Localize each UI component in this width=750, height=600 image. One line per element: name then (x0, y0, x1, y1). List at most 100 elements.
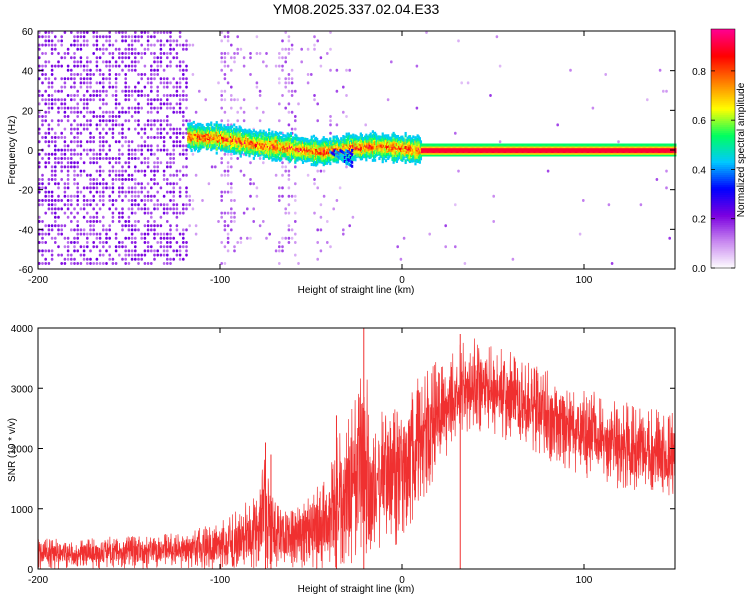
spectrogram-cell (185, 253, 188, 257)
spectrogram-cell (108, 157, 111, 160)
spectrogram-cell (220, 106, 223, 110)
signal-cell (264, 131, 267, 135)
spectrogram-cell (47, 190, 51, 194)
spectrogram-cell (274, 173, 278, 177)
signal-cell (371, 130, 374, 134)
spectrogram-cell (162, 52, 166, 55)
spectrogram-cell (258, 89, 262, 93)
spectrogram-cell (146, 207, 150, 211)
spectrogram-cell (204, 98, 207, 102)
spectrogram-cell (98, 165, 102, 169)
spectrogram-cell (50, 253, 54, 257)
spectrogram-cell (50, 136, 54, 139)
spectrogram-cell (38, 140, 41, 144)
spectrogram-cell (111, 169, 115, 173)
spectrogram-cell (230, 182, 233, 186)
spectrogram-cell (86, 203, 89, 207)
spectrogram-cell (665, 186, 668, 190)
spectrogram-cell (185, 249, 188, 253)
signal-cell (251, 143, 254, 147)
spectrogram-cell (44, 232, 47, 236)
spectrogram-cell (114, 73, 118, 76)
spectrogram-cell (220, 211, 223, 215)
spectrogram-cell (47, 144, 51, 148)
spectrogram-cell (47, 228, 51, 232)
spectrogram-cell (162, 169, 166, 173)
spectrogram-cell (159, 119, 163, 123)
spectrogram-cell (121, 228, 124, 232)
spectrogram-cell (329, 47, 332, 51)
signal-cell (293, 154, 296, 158)
spectrogram-cell (82, 253, 86, 257)
spectrogram-cell (329, 115, 332, 118)
signal-cell (213, 123, 216, 127)
spectrogram-cell (287, 47, 291, 51)
spectrogram-cell (153, 232, 156, 236)
spectrogram-cell (249, 178, 252, 181)
spectrogram-cell (76, 152, 79, 156)
spectrogram-cell (236, 98, 239, 102)
spectrogram-cell (38, 31, 41, 34)
spectrogram-cell (182, 131, 185, 135)
spectrogram-cell (70, 203, 73, 207)
spectrogram-cell (98, 157, 102, 160)
spectrogram-cell (98, 68, 102, 72)
spectrogram-cell (287, 73, 291, 76)
spectrogram-cell (105, 140, 108, 144)
spectrogram-cell (162, 85, 166, 89)
spectrogram-cell (130, 190, 134, 194)
spectrogram-cell (105, 249, 108, 253)
spectrogram-cell (156, 190, 159, 194)
spectrogram-cell (70, 131, 73, 135)
spectrogram-cell (178, 31, 182, 34)
spectrogram-cell (111, 190, 115, 194)
spectrogram-cell (140, 182, 143, 186)
spectrogram-cell (137, 131, 140, 135)
spectrogram-cell (118, 215, 121, 219)
spectrogram-cell (76, 194, 79, 198)
signal-cell (274, 153, 277, 157)
spectrogram-cell (143, 224, 147, 228)
spectrogram-cell (47, 127, 51, 131)
spectrogram-cell (127, 199, 131, 202)
spectrogram-cell (178, 68, 182, 72)
spectrogram-cell (226, 81, 230, 85)
spectrogram-cell (50, 31, 54, 34)
spectrogram-cell (316, 102, 319, 106)
spectrogram-cell (124, 253, 127, 257)
spectrogram-cell (172, 207, 175, 211)
spectrogram-cell (185, 119, 188, 123)
spectrogram-cell (166, 64, 169, 68)
spectrogram-cell (390, 60, 393, 64)
spectrogram-cell (230, 98, 233, 102)
spectrogram-cell (316, 169, 319, 173)
spectrogram-cell (114, 98, 118, 102)
spectrogram-cell (294, 182, 297, 186)
spectrogram-cell (82, 94, 86, 97)
spectrogram-cell (41, 43, 44, 47)
spectrogram-cell (415, 64, 419, 68)
signal-cell (359, 141, 362, 145)
spectrogram-cell (102, 102, 105, 106)
spectrogram-cell (60, 232, 63, 236)
spectrogram-cell (50, 207, 54, 211)
spectrogram-cell (76, 94, 79, 97)
spectrogram-cell (76, 241, 79, 244)
spectrogram-cell (236, 35, 239, 39)
spectrogram-cell (47, 199, 51, 202)
spectrogram-cell (89, 161, 92, 165)
spectrogram-cell (121, 52, 124, 55)
spectrogram-cell (44, 152, 47, 156)
signal-cell (229, 149, 233, 153)
spectrogram-cell (143, 161, 147, 165)
spectrogram-cell (249, 56, 252, 60)
spectrogram-cell (319, 169, 323, 173)
spectrogram-cell (50, 224, 54, 228)
spectrogram-cell (38, 64, 41, 68)
spectrogram-cell (41, 236, 44, 240)
spectrogram-cell (402, 236, 406, 240)
spectrogram-cell (86, 127, 89, 131)
spectrogram-cell (38, 102, 41, 106)
spectrogram-cell (255, 35, 259, 39)
spectrogram-cell (134, 199, 137, 202)
